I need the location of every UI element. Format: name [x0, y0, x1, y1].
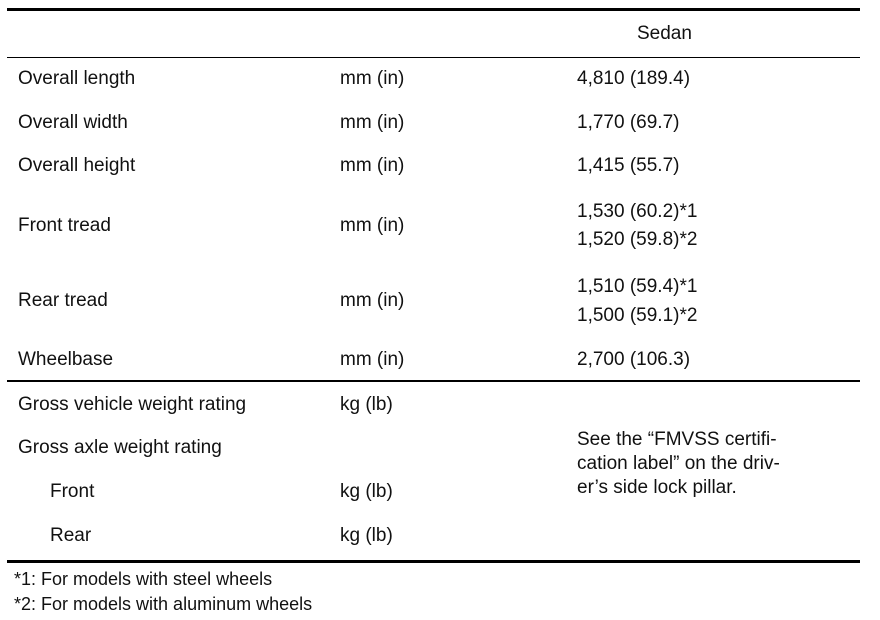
table-bottom-rule — [7, 560, 860, 563]
row-label-gawr: Gross axle weight rating — [18, 437, 222, 458]
row-unit-gvwr: kg (lb) — [340, 394, 393, 415]
footnote-steel-wheels: *1: For models with steel wheels — [14, 569, 273, 589]
note-line: cation label” on the driv- — [577, 453, 780, 474]
row-value-rear-tread-steel: 1,510 (59.4)*1 — [577, 276, 698, 297]
row-unit-rear-tread: mm (in) — [340, 290, 405, 311]
row-label-gawr-front: Front — [50, 481, 95, 502]
row-value-overall-width: 1,770 (69.7) — [577, 112, 680, 133]
row-value-rear-tread-aluminum: 1,500 (59.1)*2 — [577, 305, 698, 326]
note-line: er’s side lock pillar. — [577, 477, 737, 498]
row-value-front-tread-steel: 1,530 (60.2)*1 — [577, 201, 698, 222]
row-unit-overall-width: mm (in) — [340, 112, 405, 133]
row-unit-wheelbase: mm (in) — [340, 349, 405, 370]
row-label-rear-tread: Rear tread — [18, 290, 108, 311]
row-label-wheelbase: Wheelbase — [18, 349, 114, 370]
row-unit-gawr-front: kg (lb) — [340, 481, 393, 502]
row-value-overall-height: 1,415 (55.7) — [577, 155, 680, 176]
row-label-front-tread: Front tread — [18, 215, 111, 236]
fmvss-label-note: See the “FMVSS certifi- cation label” on… — [577, 428, 847, 500]
row-label-overall-height: Overall height — [18, 155, 136, 176]
row-unit-gawr-rear: kg (lb) — [340, 525, 393, 546]
row-label-overall-length: Overall length — [18, 68, 136, 89]
footnote-aluminum-wheels: *2: For models with aluminum wheels — [14, 594, 313, 614]
row-label-gawr-rear: Rear — [50, 525, 92, 546]
table-section-rule — [7, 380, 860, 382]
table-header-rule — [7, 57, 860, 58]
row-label-gvwr: Gross vehicle weight rating — [18, 394, 247, 415]
row-unit-overall-height: mm (in) — [340, 155, 405, 176]
row-value-front-tread-aluminum: 1,520 (59.8)*2 — [577, 229, 698, 250]
row-value-wheelbase: 2,700 (106.3) — [577, 349, 691, 370]
column-header-sedan: Sedan — [637, 23, 692, 44]
row-unit-front-tread: mm (in) — [340, 215, 405, 236]
note-line: See the “FMVSS certifi- — [577, 429, 777, 450]
row-label-overall-width: Overall width — [18, 112, 128, 133]
table-top-rule — [7, 8, 860, 11]
row-unit-overall-length: mm (in) — [340, 68, 405, 89]
row-value-overall-length: 4,810 (189.4) — [577, 68, 691, 89]
